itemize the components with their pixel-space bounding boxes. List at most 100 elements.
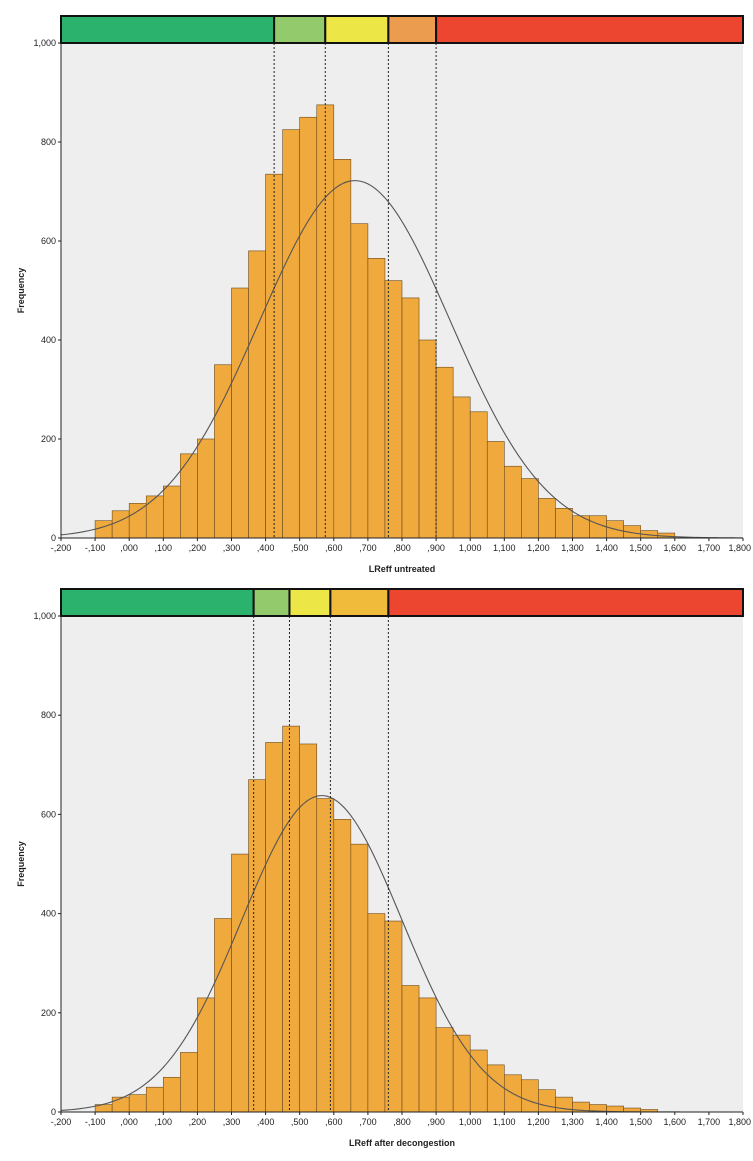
histogram-bar [538,1089,556,1113]
histogram-bar [197,438,215,539]
x-tick-label: 1,000 [459,543,482,553]
x-tick-label: 1,300 [561,1117,584,1127]
y-axis-label: Frequency [16,841,26,887]
x-tick-label: ,600 [325,1117,343,1127]
histogram-bar [435,366,454,539]
histogram-bar [163,1076,181,1113]
histogram-bar [384,920,403,1113]
x-axis-label: LReff after decongestion [349,1138,455,1148]
histogram-bar [435,1027,454,1113]
histogram-bar [452,1034,471,1113]
x-tick-label: 1,000 [459,1117,482,1127]
x-tick-label: ,800 [393,1117,411,1127]
x-tick-label: ,900 [427,543,445,553]
histogram-bar [214,918,232,1113]
x-tick-label: 1,800 [728,543,751,553]
histogram-bar [145,495,164,539]
y-tick-label: 800 [41,137,56,147]
histogram-bar [180,453,198,539]
histogram-bar [316,798,335,1113]
histogram-bar [128,1094,147,1113]
x-tick-label: 1,500 [629,1117,652,1127]
x-tick-label: -,200 [51,1117,72,1127]
x-tick-label: ,300 [223,543,241,553]
histogram-bar [401,985,420,1113]
histogram-bar [231,853,249,1113]
histogram-bar [197,997,215,1113]
color-band-3 [387,15,438,44]
normal-curve [60,180,744,539]
x-tick-label: ,100 [155,1117,173,1127]
histogram-bar [401,297,420,539]
histogram-after-decongestion: 0 200 400 600 800 1,000 -,200 -,100 ,000 ,100 ,200… [16,588,751,1148]
histogram-bar [333,159,352,539]
histogram-bar [214,364,232,539]
x-tick-label: -,100 [85,543,106,553]
histogram-bar [538,498,556,539]
y-tick-label: 400 [41,335,56,345]
x-axis-label: LReff untreated [369,564,436,574]
y-tick-label: 400 [41,909,56,919]
x-tick-label: ,600 [325,543,343,553]
x-tick-label: 1,100 [493,1117,516,1127]
histogram-bar [282,725,300,1113]
histogram-bar [486,1064,505,1113]
y-tick-label: 1,000 [33,611,56,621]
histogram-bar [111,1096,130,1113]
histogram-bar [521,478,539,539]
x-tick-label: 1,500 [629,543,652,553]
histogram-bar [180,1052,198,1113]
histogram-bar [469,411,488,539]
y-tick-label: 600 [41,809,56,819]
y-tick-label: 0 [51,533,56,543]
x-tick-label: ,900 [427,1117,445,1127]
x-tick-label: 1,100 [493,543,516,553]
x-tick-label: ,400 [257,1117,275,1127]
histogram-bar [282,129,300,539]
x-tick-label: 1,400 [595,1117,618,1127]
x-tick-label: ,400 [257,543,275,553]
x-tick-label: 1,400 [595,543,618,553]
x-tick-label: -,200 [51,543,72,553]
x-tick-label: ,000 [120,543,138,553]
histogram-bar [265,742,283,1113]
y-tick-label: 800 [41,710,56,720]
x-tick-label: -,100 [85,1117,106,1127]
histogram-untreated: 0 200 400 600 800 1,000 -,200 -,100 ,000 ,100 ,200… [16,15,751,574]
histogram-bar [367,258,386,539]
histogram-bar [350,843,369,1113]
color-band-4 [435,15,744,44]
y-tick-label: 0 [51,1107,56,1117]
x-tick-label: 1,300 [561,543,584,553]
histogram-bar [469,1049,488,1113]
histogram-bar [418,339,437,539]
x-tick-label: ,000 [120,1117,138,1127]
x-tick-label: ,500 [291,543,309,553]
x-tick-label: ,800 [393,543,411,553]
histogram-bar [316,104,335,539]
histogram-bar [589,515,607,539]
y-axis-label: Frequency [16,268,26,314]
x-tick-label: 1,800 [728,1117,751,1127]
histogram-bar [94,520,113,539]
y-tick-label: 200 [41,1008,56,1018]
y-tick-label: 600 [41,236,56,246]
histogram-bar [248,779,266,1113]
histogram-bar [231,287,249,539]
histogram-bar [486,441,505,539]
color-band-1 [273,15,327,44]
histogram-bar [384,280,403,539]
x-tick-label: ,300 [223,1117,241,1127]
color-band-3 [329,588,390,617]
y-tick-label: 1,000 [33,38,56,48]
color-band-2 [324,15,390,44]
x-tick-label: ,200 [189,1117,207,1127]
histogram-bar [145,1086,164,1113]
x-tick-label: 1,200 [527,1117,550,1127]
histogram-bar [163,485,181,539]
histogram-bar [299,743,318,1113]
x-tick-label: ,200 [189,543,207,553]
histogram-bar [555,507,573,539]
y-tick-label: 200 [41,434,56,444]
